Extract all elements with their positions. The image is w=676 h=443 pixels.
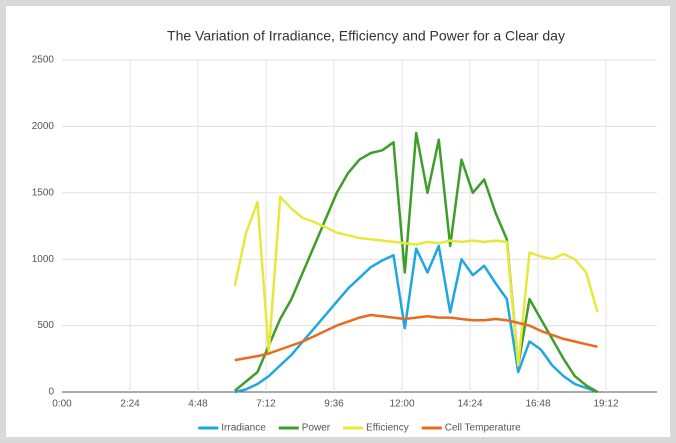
legend-label: Power <box>302 423 331 434</box>
y-tick-label: 2000 <box>32 121 55 132</box>
x-tick-label: 9:36 <box>324 399 344 410</box>
y-tick-label: 1500 <box>32 187 55 198</box>
legend-label: Irradiance <box>221 423 266 434</box>
x-tick-label: 4:48 <box>188 399 208 410</box>
x-tick-label: 2:24 <box>120 399 140 410</box>
x-tick-label: 14:24 <box>457 399 482 410</box>
y-tick-label: 2500 <box>32 55 55 66</box>
x-tick-label: 16:48 <box>525 399 550 410</box>
series-line <box>234 244 598 394</box>
y-tick-label: 500 <box>37 320 54 331</box>
x-tick-label: 19:12 <box>593 399 618 410</box>
chart-title: The Variation of Irradiance, Efficiency … <box>167 28 565 44</box>
x-tick-label: 0:00 <box>52 399 72 410</box>
series-line <box>234 131 599 394</box>
x-tick-label: 7:12 <box>256 399 276 410</box>
x-tick-label: 12:00 <box>389 399 414 410</box>
legend-label: Cell Temperature <box>445 423 521 434</box>
series-line <box>233 195 599 367</box>
y-tick-label: 0 <box>48 387 54 398</box>
legend-label: Efficiency <box>366 423 409 434</box>
series-line <box>234 313 598 362</box>
y-tick-label: 1000 <box>32 254 55 265</box>
chart-panel <box>6 6 670 437</box>
